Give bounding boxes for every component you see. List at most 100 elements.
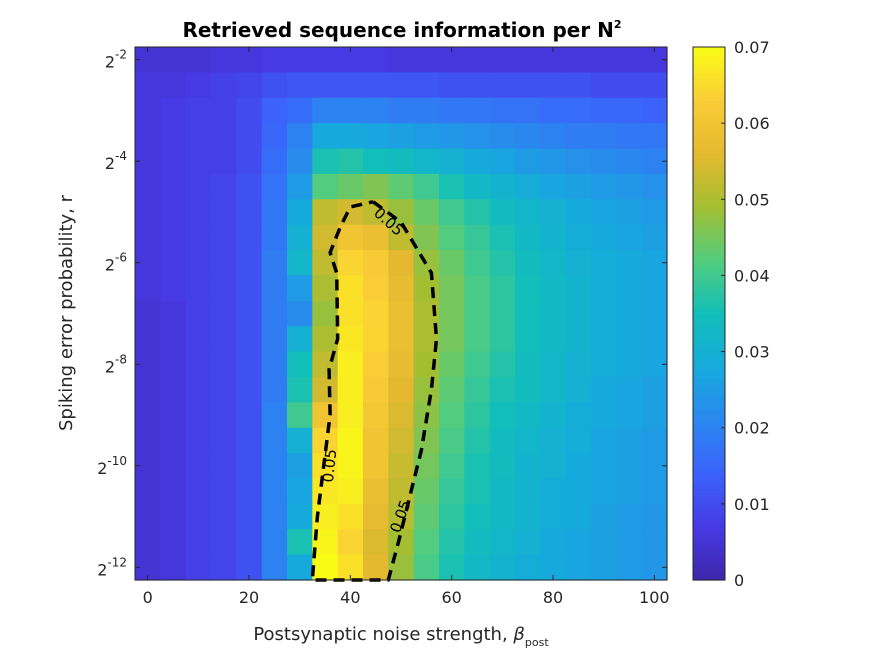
heatmap-cell: [261, 47, 288, 73]
heatmap-cell: [312, 173, 339, 200]
colorbar-segment: [693, 69, 725, 75]
heatmap-cell: [211, 250, 237, 277]
x-tick-label: 0: [143, 588, 153, 607]
heatmap-cell: [540, 529, 567, 556]
colorbar-segment: [693, 206, 725, 212]
heatmap-cell: [489, 224, 516, 251]
heatmap-cell: [287, 72, 313, 99]
heatmap-cell: [489, 275, 516, 302]
colorbar-segment: [693, 66, 725, 71]
heatmap-cell: [211, 453, 237, 480]
heatmap-cell: [540, 72, 567, 99]
y-tick-base: 2: [97, 560, 107, 579]
x-tick-label: 80: [543, 588, 563, 607]
heatmap-cell: [591, 275, 617, 302]
y-tick-base: 2: [105, 357, 115, 376]
colorbar-segment: [693, 62, 725, 67]
heatmap-cell: [591, 224, 617, 251]
colorbar-segment: [693, 165, 725, 170]
heatmap-cell: [616, 427, 643, 454]
colorbar-segment: [693, 305, 725, 311]
heatmap-cell: [591, 123, 617, 150]
colorbar-segment: [693, 294, 725, 299]
y-tick-base: 2: [105, 154, 115, 173]
heatmap-cell: [236, 529, 263, 556]
colorbar-segment: [693, 100, 725, 105]
heatmap-cell: [287, 503, 313, 530]
colorbar-segment: [693, 534, 725, 539]
heatmap-cell: [540, 351, 567, 378]
colorbar-segment: [693, 302, 725, 307]
heatmap-cell: [489, 427, 516, 454]
heatmap-cell: [363, 427, 389, 454]
colorbar-segment: [693, 442, 725, 448]
heatmap-cell: [287, 453, 313, 480]
heatmap-cell: [591, 72, 617, 99]
heatmap-cell: [185, 224, 212, 251]
colorbar-segment: [693, 138, 725, 143]
colorbar-segment: [693, 481, 725, 486]
heatmap-cell: [312, 72, 339, 99]
colorbar-tick-label: 0.04: [734, 266, 770, 285]
heatmap-cell: [337, 224, 364, 251]
colorbar-segment: [693, 153, 725, 159]
heatmap-cell: [287, 275, 313, 302]
heatmap-cell: [160, 72, 187, 99]
heatmap-cell: [236, 199, 263, 226]
heatmap-cell: [135, 326, 161, 353]
colorbar-tick-label: 0.03: [734, 343, 770, 362]
y-tick-label: 2-12: [97, 555, 127, 579]
x-tick-label: 100: [639, 588, 670, 607]
heatmap-cell: [616, 351, 643, 378]
colorbar-segment: [693, 515, 725, 520]
heatmap-cell: [337, 529, 364, 556]
heatmap-cell: [439, 351, 465, 378]
heatmap-cell: [515, 123, 541, 150]
heatmap-cell: [413, 503, 440, 530]
heatmap-cell: [261, 224, 288, 251]
heatmap-cell: [261, 427, 288, 454]
heatmap-cell: [464, 478, 491, 505]
heatmap-cell: [211, 97, 237, 124]
heatmap-cell: [211, 148, 237, 175]
colorbar-segment: [693, 176, 725, 181]
heatmap-cell: [540, 427, 567, 454]
heatmap-cell: [413, 47, 440, 73]
heatmap-cell: [287, 224, 313, 251]
heatmap-cell: [616, 300, 643, 327]
colorbar-segment: [693, 123, 725, 128]
heatmap-cell: [540, 250, 567, 277]
heatmap-cell: [160, 275, 187, 302]
heatmap-cell: [388, 351, 415, 378]
heatmap-cell: [515, 224, 541, 251]
colorbar-segment: [693, 267, 725, 273]
heatmap-cell: [135, 529, 161, 556]
heatmap-cell: [515, 402, 541, 429]
heatmap-cell: [641, 97, 668, 124]
heatmap-cell: [464, 47, 491, 73]
colorbar-segment: [693, 461, 725, 467]
heatmap-cell: [160, 47, 187, 73]
heatmap-cell: [413, 427, 440, 454]
heatmap-cell: [388, 326, 415, 353]
heatmap-cell: [363, 123, 389, 150]
colorbar-segment: [693, 73, 725, 79]
heatmap-cell: [261, 402, 288, 429]
colorbar-segment: [693, 203, 725, 208]
y-tick-base: 2: [105, 256, 115, 275]
heatmap-cell: [565, 224, 592, 251]
colorbar-segment: [693, 382, 725, 387]
heatmap-cell: [337, 72, 364, 99]
colorbar-segment: [693, 340, 725, 345]
heatmap-cell: [388, 376, 415, 403]
heatmap-cell: [489, 123, 516, 150]
colorbar-segment: [693, 168, 725, 174]
colorbar-segment: [693, 92, 725, 98]
heatmap-cell: [616, 503, 643, 530]
heatmap-cell: [287, 250, 313, 277]
heatmap-cell: [211, 529, 237, 556]
heatmap-cell: [591, 351, 617, 378]
colorbar-segment: [693, 401, 725, 406]
heatmap-cell: [515, 250, 541, 277]
heatmap-cell: [337, 148, 364, 175]
